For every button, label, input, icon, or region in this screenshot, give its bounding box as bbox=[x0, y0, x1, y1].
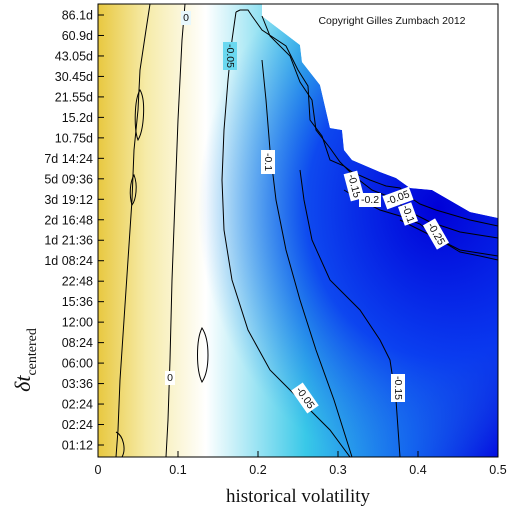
y-axis: 01:12 02:24 02:24 03:36 06:00 08:24 12:00 15:36… bbox=[44, 9, 104, 453]
y-tick-label: 22:48 bbox=[62, 275, 93, 289]
svg-text:δtcentered: δtcentered bbox=[10, 328, 40, 392]
x-axis: 0 0.1 0.2 0.3 0.4 0.5 bbox=[95, 451, 507, 477]
plot-frame bbox=[97, 3, 499, 458]
y-tick-label: 03:36 bbox=[62, 377, 93, 391]
contour-lines bbox=[115, 4, 498, 457]
x-tick-label: 0 bbox=[95, 463, 102, 477]
y-tick-label: 06:00 bbox=[62, 357, 93, 371]
contour-label: -0.15 bbox=[392, 376, 404, 400]
contour-m01 bbox=[261, 15, 498, 239]
contour-label: -0.05 bbox=[224, 44, 236, 68]
y-tick-label: 2d 16:48 bbox=[44, 213, 93, 227]
y-tick-label: 43.05d bbox=[55, 49, 93, 63]
contour-label: -0.1 bbox=[262, 153, 274, 171]
y-tick-label: 1d 21:36 bbox=[44, 234, 93, 248]
contour-zero-blob-2 bbox=[129, 173, 137, 207]
contour-label: -0.1 bbox=[399, 203, 417, 224]
y-tick-label: 02:24 bbox=[62, 398, 93, 412]
y-tick-label: 1d 08:24 bbox=[44, 254, 93, 268]
x-tick-label: 0.4 bbox=[409, 463, 426, 477]
y-tick-label: 7d 14:24 bbox=[44, 152, 93, 166]
y-tick-label: 08:24 bbox=[62, 336, 93, 350]
y-tick-label: 30.45d bbox=[55, 70, 93, 84]
undefined-region bbox=[262, 4, 498, 218]
contour-m01-b bbox=[261, 59, 353, 457]
contour-blob-center bbox=[197, 327, 209, 383]
y-axis-title-subscript: centered bbox=[25, 328, 40, 375]
y-tick-label: 21.55d bbox=[55, 90, 93, 104]
contour-m025 bbox=[399, 219, 498, 261]
x-tick-label: 0.1 bbox=[169, 463, 186, 477]
x-tick-label: 0.2 bbox=[249, 463, 266, 477]
contour-zero-left bbox=[115, 4, 151, 457]
y-tick-label: 60.9d bbox=[62, 29, 93, 43]
y-tick-label: 5d 09:36 bbox=[44, 172, 93, 186]
y-tick-label: 02:24 bbox=[62, 418, 93, 432]
contour-labels: 0 0 -0.05 -0.1 -0.15 -0.2 bbox=[165, 11, 450, 414]
x-tick-label: 0.3 bbox=[329, 463, 346, 477]
y-axis-title-main: δt bbox=[10, 375, 35, 392]
y-tick-label: 86.1d bbox=[62, 9, 93, 23]
contour-zero-blob bbox=[134, 89, 145, 142]
copyright-text: Copyright Gilles Zumbach 2012 bbox=[318, 15, 465, 27]
y-tick-label: 3d 19:12 bbox=[44, 193, 93, 207]
x-axis-title: historical volatility bbox=[226, 486, 371, 507]
contour-zero-mid bbox=[165, 4, 186, 457]
y-tick-label: 15.2d bbox=[62, 111, 93, 125]
y-tick-label: 15:36 bbox=[62, 295, 93, 309]
contour-label: -0.2 bbox=[361, 194, 379, 206]
y-tick-label: 01:12 bbox=[62, 439, 93, 453]
contour-label: 0 bbox=[183, 12, 189, 24]
contour-label: 0 bbox=[167, 372, 173, 384]
contour-zero-bottom bbox=[115, 431, 125, 457]
plot-area: 0 0 -0.05 -0.1 -0.15 -0.2 bbox=[98, 4, 498, 457]
contour-m005 bbox=[235, 9, 498, 227]
y-axis-title: δtcentered bbox=[10, 328, 40, 392]
x-tick-label: 0.5 bbox=[489, 463, 506, 477]
y-tick-label: 12:00 bbox=[62, 316, 93, 330]
y-tick-label: 10.75d bbox=[55, 131, 93, 145]
